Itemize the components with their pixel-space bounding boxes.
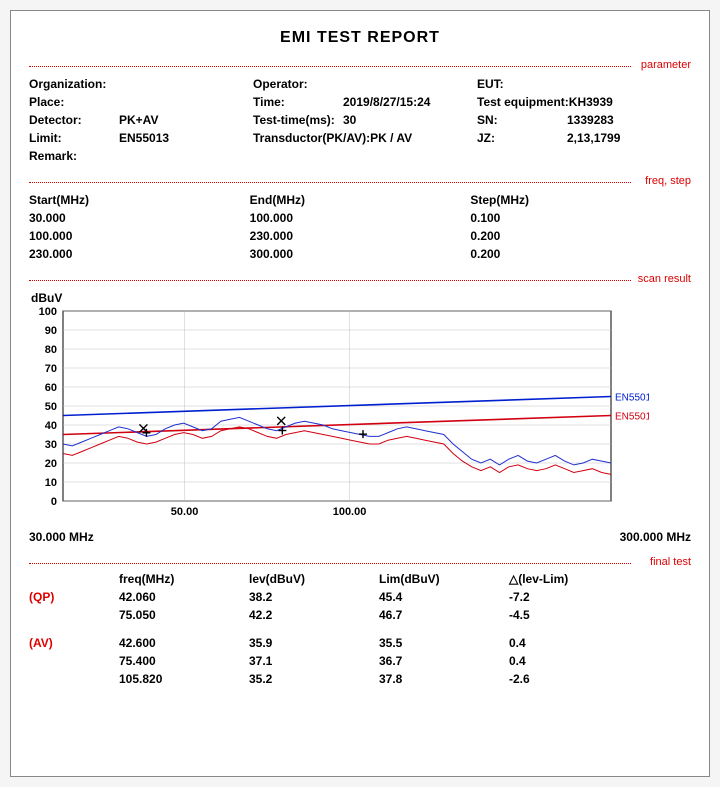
final-row: 75.40037.136.70.4 xyxy=(29,652,691,670)
svg-text:80: 80 xyxy=(45,344,57,356)
place-label: Place: xyxy=(29,93,119,111)
chart-xrange: 30.000 MHz 300.000 MHz xyxy=(29,530,691,544)
transductor-label: Transductor(PK/AV): xyxy=(253,129,370,147)
operator-label: Operator: xyxy=(253,75,343,93)
final-header: freq(MHz) xyxy=(119,570,249,588)
svg-text:30: 30 xyxy=(45,439,57,451)
freq-step-table: Start(MHz)End(MHz)Step(MHz)30.000100.000… xyxy=(29,191,691,263)
section-freq-step: freq, step xyxy=(29,175,691,187)
chart-ylabel: dBuV xyxy=(31,291,691,305)
organization-label: Organization: xyxy=(29,75,119,93)
jz-value: 2,13,1799 xyxy=(567,129,620,147)
svg-text:60: 60 xyxy=(45,382,57,394)
final-header xyxy=(29,570,119,588)
freq-header: End(MHz) xyxy=(250,191,471,209)
testtime-label: Test-time(ms): xyxy=(253,111,343,129)
svg-text:50: 50 xyxy=(45,401,57,413)
final-row: 105.82035.237.8-2.6 xyxy=(29,670,691,688)
jz-label: JZ: xyxy=(477,129,567,147)
report-title: EMI TEST REPORT xyxy=(29,29,691,47)
limit-label: Limit: xyxy=(29,129,119,147)
svg-text:10: 10 xyxy=(45,477,57,489)
svg-text:50.00: 50.00 xyxy=(171,506,199,518)
x-max-label: 300.000 MHz xyxy=(620,530,691,544)
svg-text:70: 70 xyxy=(45,363,57,375)
sn-label: SN: xyxy=(477,111,567,129)
section-scan-result: scan result xyxy=(29,273,691,285)
eut-label: EUT: xyxy=(477,75,567,93)
testtime-value: 30 xyxy=(343,111,356,129)
time-label: Time: xyxy=(253,93,343,111)
limit-value: EN55013 xyxy=(119,129,169,147)
remark-label: Remark: xyxy=(29,147,119,165)
testeq-value: KH3939 xyxy=(569,93,613,111)
section-final-test: final test xyxy=(29,556,691,568)
svg-text:100.00: 100.00 xyxy=(333,506,367,518)
group-label: (AV) xyxy=(29,634,119,652)
transductor-value: PK / AV xyxy=(370,129,412,147)
final-row: (AV)42.60035.935.50.4 xyxy=(29,634,691,652)
section-parameter: parameter xyxy=(29,59,691,71)
svg-text:20: 20 xyxy=(45,458,57,470)
time-value: 2019/8/27/15:24 xyxy=(343,93,430,111)
chart-svg: 0 10 20 30 40 50 60 70 80 90 100 50.00 100.00 EN55013… xyxy=(29,307,649,523)
detector-label: Detector: xyxy=(29,111,119,129)
final-row: (QP)42.06038.245.4-7.2 xyxy=(29,588,691,606)
report-panel: EMI TEST REPORT parameter Organization: … xyxy=(10,10,710,777)
group-label xyxy=(29,606,119,624)
freq-row: 230.000300.0000.200 xyxy=(29,245,691,263)
freq-row: 30.000100.0000.100 xyxy=(29,209,691,227)
group-label xyxy=(29,670,119,688)
group-label xyxy=(29,652,119,670)
x-min-label: 30.000 MHz xyxy=(29,530,94,544)
freq-row: 100.000230.0000.200 xyxy=(29,227,691,245)
final-header: △(lev-Lim) xyxy=(509,570,639,588)
sn-value: 1339283 xyxy=(567,111,614,129)
freq-header: Step(MHz) xyxy=(470,191,691,209)
svg-text:EN55013(AV): EN55013(AV) xyxy=(615,412,649,423)
group-label: (QP) xyxy=(29,588,119,606)
detector-value: PK+AV xyxy=(119,111,158,129)
final-row: 75.05042.246.7-4.5 xyxy=(29,606,691,624)
final-header: Lim(dBuV) xyxy=(379,570,509,588)
svg-text:0: 0 xyxy=(51,496,57,508)
svg-text:EN55013(QP): EN55013(QP) xyxy=(615,393,649,404)
svg-text:40: 40 xyxy=(45,420,57,432)
testeq-label: Test equipment: xyxy=(477,93,569,111)
scan-chart: 0 10 20 30 40 50 60 70 80 90 100 50.00 100.00 EN55013… xyxy=(29,307,691,526)
final-header: lev(dBuV) xyxy=(249,570,379,588)
freq-header: Start(MHz) xyxy=(29,191,250,209)
svg-text:100: 100 xyxy=(39,307,57,318)
svg-text:90: 90 xyxy=(45,325,57,337)
final-test-table: freq(MHz)lev(dBuV)Lim(dBuV)△(lev-Lim)(QP… xyxy=(29,570,691,688)
parameter-grid: Organization: Place: Detector:PK+AV Limi… xyxy=(29,75,691,165)
